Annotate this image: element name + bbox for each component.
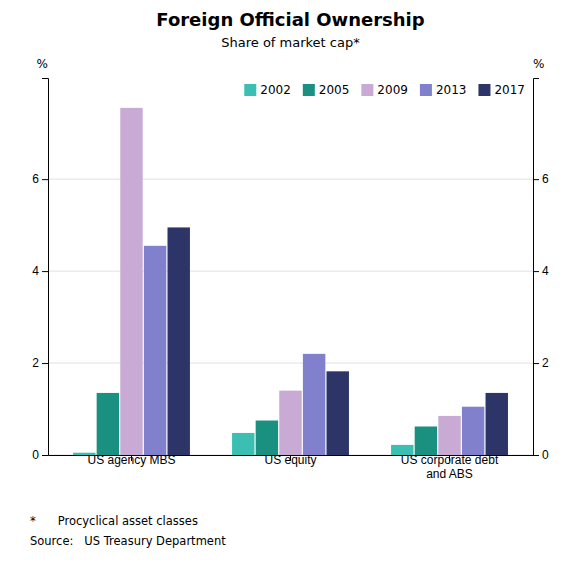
tick-mark (533, 271, 539, 272)
bar (144, 246, 166, 455)
legend-label: 2017 (494, 83, 525, 97)
tick: US agency MBS (87, 453, 175, 467)
legend-swatch (303, 84, 315, 96)
bar-series (120, 108, 460, 455)
tick-label: 4 (542, 264, 549, 278)
bar (97, 393, 119, 455)
tick-mark (42, 179, 48, 180)
tick-mark (533, 363, 539, 364)
legend-item: 2009 (361, 83, 408, 97)
tick-label: 6 (542, 172, 549, 186)
tick: 2 (32, 356, 48, 370)
tick-label: 2 (542, 356, 549, 370)
legend-item: 2013 (420, 83, 467, 97)
plot: 0 2 4 6 0 2 4 6%% US agency MBS US equity US corpo… (32, 57, 549, 481)
legend-item: 2005 (303, 83, 350, 97)
axis-line (534, 79, 540, 456)
title: Foreign Official Ownership (156, 9, 424, 30)
y2-axis: 0 2 4 6 (533, 79, 549, 463)
tick: 6 (533, 172, 549, 186)
legend-label: 2002 (260, 83, 291, 97)
bars (73, 108, 508, 455)
legend-label: 2009 (377, 83, 408, 97)
tick: US equity (264, 453, 316, 467)
legend-swatch (478, 84, 490, 96)
legend-item: 2002 (244, 83, 291, 97)
bar (462, 407, 484, 455)
tick: 6 (32, 172, 48, 186)
tick-label: 2 (32, 356, 39, 370)
bar (438, 416, 460, 455)
tick-label: 0 (32, 448, 39, 462)
legend-label: 2013 (436, 83, 467, 97)
x-axis: US agency MBS US equity US corporate debta… (49, 453, 534, 481)
tick-label: 4 (32, 264, 39, 278)
bar (279, 391, 301, 455)
legend-item: 2017 (478, 83, 525, 97)
bar-series (167, 227, 507, 455)
bar (120, 108, 142, 455)
tick: 0 (32, 448, 48, 462)
legend: 2002 2005 2009 2013 2017 (244, 83, 525, 97)
legend-label: 2005 (319, 83, 350, 97)
bar (167, 227, 189, 455)
bar (256, 421, 278, 455)
chart: Foreign Official Ownership Share of marke… (0, 0, 581, 567)
bar (232, 433, 254, 455)
bar-series (144, 246, 484, 455)
legend-swatch (361, 84, 373, 96)
bar (303, 354, 325, 455)
tick-mark (42, 271, 48, 272)
legend-swatch (244, 84, 256, 96)
tick: 4 (533, 264, 549, 278)
tick: 2 (533, 356, 549, 370)
tick-label: 0 (542, 448, 549, 462)
y2-axis-label: % (533, 57, 544, 71)
tick-mark (42, 363, 48, 364)
bar (415, 426, 437, 455)
axis-line (42, 79, 49, 456)
footnote: Source: US Treasury Department (30, 534, 226, 548)
bar (327, 371, 349, 455)
tick-mark (533, 179, 539, 180)
footnote: * Procyclical asset classes (30, 514, 198, 528)
tick-mark (533, 455, 539, 456)
tick-label: US agency MBS (87, 453, 175, 467)
tick: 4 (32, 264, 48, 278)
tick-mark (42, 455, 48, 456)
y-axis-label: % (37, 57, 48, 71)
legend-swatch (420, 84, 432, 96)
bar (486, 393, 508, 455)
tick-label: 6 (32, 172, 39, 186)
tick: 0 (533, 448, 549, 462)
subtitle: Share of market cap* (221, 35, 360, 50)
y-axis: 0 2 4 6 (32, 79, 48, 463)
tick: US corporate debtand ABS (401, 453, 499, 481)
tick-label: US equity (264, 453, 316, 467)
tick-label: US corporate debtand ABS (401, 453, 499, 481)
